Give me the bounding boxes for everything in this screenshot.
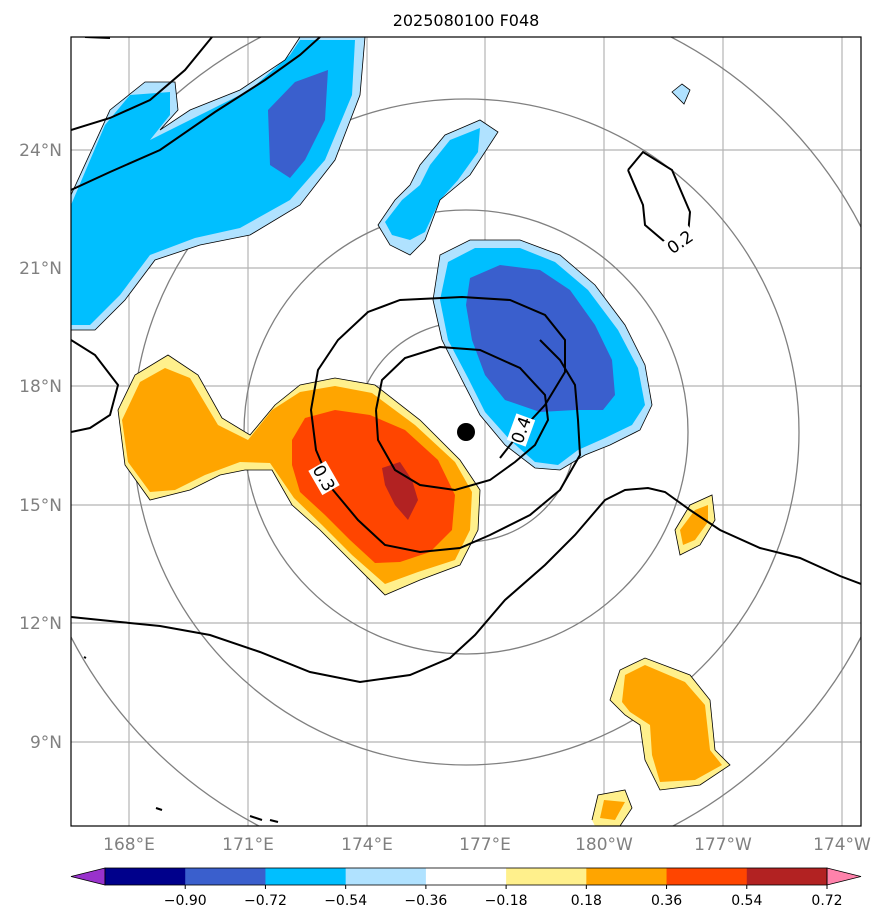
lat-label: 21°N	[19, 259, 62, 279]
lon-label: 177°W	[694, 835, 752, 855]
colorbar-cell	[105, 868, 186, 885]
lon-label: 168°E	[103, 835, 155, 855]
longitude-labels: 168°E 171°E 174°E 177°E 180°W 177°W 174°…	[103, 835, 871, 855]
colorbar-tick-label: 0.36	[651, 893, 682, 909]
colorbar-cell	[746, 868, 828, 885]
contour-label-0.2: 0.2	[664, 227, 698, 259]
colorbar-cell	[506, 868, 587, 885]
thin-outlines	[71, 37, 731, 826]
lat-label: 15°N	[19, 496, 62, 516]
colorbar-tick-label: 0.72	[811, 893, 842, 909]
lat-label: 12°N	[19, 614, 62, 634]
colorbar-tick-label: −0.18	[485, 893, 528, 909]
colorbar-tick-label: −0.54	[324, 893, 367, 909]
map-area: 0.2 0.4 0.3	[71, 37, 861, 826]
colorbar-cell	[425, 868, 507, 885]
map-frame	[70, 36, 862, 827]
colorbar-tick-label: −0.36	[404, 893, 447, 909]
lon-label: 171°E	[222, 835, 274, 855]
lon-label: 174°W	[813, 835, 871, 855]
positive-shading-center	[118, 355, 480, 595]
lat-label: 18°N	[19, 377, 62, 397]
colorbar-cell	[185, 868, 266, 885]
negative-shading-nw	[71, 37, 690, 330]
positive-shading-east	[592, 495, 730, 826]
colorbar-cell	[345, 868, 427, 885]
colorbar-tick-label: 0.18	[571, 893, 602, 909]
colorbar: −0.90 −0.72 −0.54 −0.36 −0.18 0.18 0.36 0.54 0.7…	[70, 867, 862, 909]
colorbar-tick-label: 0.54	[731, 893, 762, 909]
lon-label: 177°E	[459, 835, 511, 855]
lon-label: 180°W	[575, 835, 633, 855]
colorbar-extend-max	[826, 867, 862, 886]
lat-label: 9°N	[30, 733, 62, 753]
negative-shading-center	[433, 240, 652, 470]
colorbar-cell	[666, 868, 748, 885]
colorbar-cell	[265, 868, 347, 885]
colorbar-tick-label: −0.90	[164, 893, 207, 909]
latitude-labels: 24°N 21°N 18°N 15°N 12°N 9°N	[19, 141, 62, 753]
plot-title: 2025080100 F048	[393, 11, 540, 30]
colorbar-outline	[104, 867, 828, 886]
lat-label: 24°N	[19, 141, 62, 161]
storm-center-marker	[457, 423, 475, 441]
colorbar-extend-min	[70, 867, 106, 886]
colorbar-tick-label: −0.72	[244, 893, 287, 909]
lon-label: 174°E	[341, 835, 393, 855]
colorbar-cell	[586, 868, 668, 885]
